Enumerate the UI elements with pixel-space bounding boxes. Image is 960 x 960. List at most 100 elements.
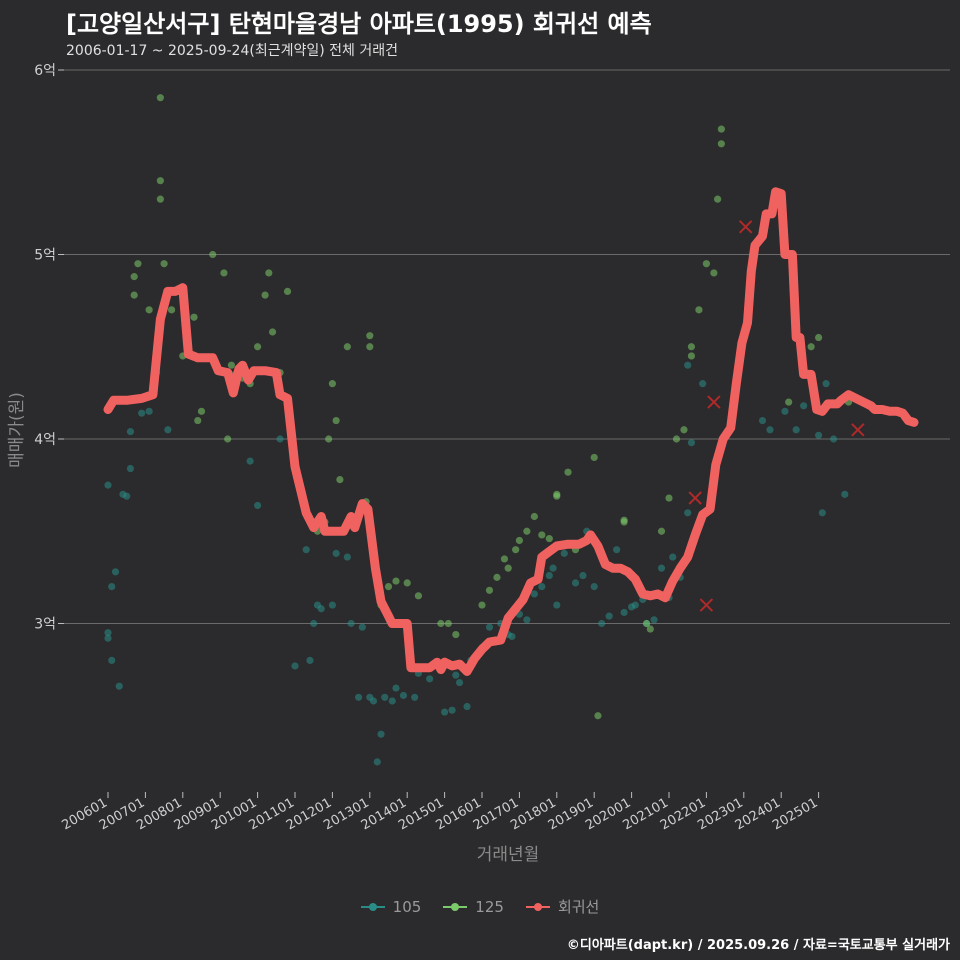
- legend-label-105: 105: [392, 897, 422, 916]
- scatter-point-105: [485, 623, 494, 631]
- scatter-point-125: [130, 291, 138, 299]
- scatter-point-105: [302, 546, 310, 554]
- legend-item-125: 125: [443, 896, 504, 917]
- scatter-point-105: [115, 682, 123, 690]
- scatter-point-105: [108, 583, 116, 591]
- scatter-point-105: [841, 490, 849, 498]
- scatter-point-105: [530, 590, 538, 598]
- scatter-point-105: [538, 583, 546, 591]
- regression-marker: [738, 220, 753, 234]
- scatter-point-125: [815, 333, 823, 342]
- source-credit: ©디아파트(dapt.kr) / 2025.09.26 / 자료=국토교통부 실…: [566, 938, 950, 953]
- scatter-point-125: [392, 577, 400, 585]
- y-tick-label: 3억: [34, 617, 56, 633]
- scatter-point-125: [167, 306, 176, 314]
- chart-subtitle: 2006-01-17 ~ 2025-09-24(최근계약일) 전체 거래건: [66, 43, 398, 59]
- regression-marker: [707, 395, 721, 409]
- scatter-point-125: [261, 291, 269, 299]
- scatter-point-105: [553, 601, 561, 609]
- scatter-point-105: [631, 601, 639, 609]
- scatter-point-125: [452, 630, 460, 639]
- chart-title: [고양일산서구] 탄현마을경남 아파트(1995) 회귀선 예측: [66, 10, 652, 38]
- scatter-point-125: [227, 361, 236, 369]
- scatter-point-105: [369, 697, 378, 705]
- scatter-point-105: [792, 426, 800, 434]
- scatter-point-125: [156, 94, 164, 102]
- scatter-point-105: [291, 662, 299, 670]
- scatter-point-125: [224, 435, 232, 443]
- scatter-point-125: [145, 306, 153, 314]
- marker-stroke: [699, 598, 714, 612]
- scatter-point-125: [444, 619, 452, 628]
- scatter-point-125: [254, 343, 262, 351]
- scatter-point-125: [265, 269, 273, 277]
- scatter-point-125: [134, 260, 142, 268]
- scatter-point-125: [672, 435, 681, 443]
- marker-stroke: [851, 423, 865, 437]
- regression-marker: [851, 423, 865, 437]
- regression-markers: [688, 220, 865, 612]
- legend: 105 125 회귀선: [0, 896, 960, 917]
- scatter-point-105: [347, 619, 355, 628]
- scatter-point-125: [403, 579, 411, 587]
- scatter-point-125: [553, 490, 561, 498]
- scatter-point-125: [366, 332, 374, 340]
- scatter-point-105: [590, 583, 598, 591]
- scatter-point-125: [717, 125, 725, 133]
- scatter-point-105: [669, 553, 677, 561]
- scatter-point-105: [343, 553, 351, 561]
- legend-label-125: 125: [475, 897, 504, 916]
- scatter-point-105: [452, 671, 460, 679]
- scatter-point-105: [108, 656, 116, 665]
- scatter-point-125: [190, 313, 198, 321]
- x-axis-title: 거래년월: [477, 845, 540, 865]
- scatter-point-105: [598, 619, 606, 628]
- scatter-point-105: [545, 571, 553, 580]
- scatter-point-125: [332, 416, 340, 425]
- scatter-point-125: [414, 592, 423, 600]
- scatter-point-105: [815, 431, 823, 439]
- scatter-point-105: [508, 632, 516, 641]
- scatter-point-125: [493, 573, 501, 581]
- scatter-point-105: [781, 407, 789, 415]
- scatter-point-125: [366, 343, 374, 351]
- regression-marker: [699, 598, 714, 612]
- scatter-point-105: [381, 693, 389, 701]
- scatter-point-105: [523, 616, 531, 624]
- scatter-point-105: [317, 605, 325, 613]
- scatter-point-105: [579, 571, 587, 580]
- scatter-point-105: [620, 608, 628, 617]
- scatter-point-105: [455, 678, 464, 687]
- scatter-point-105: [373, 758, 381, 766]
- scatter-point-125: [437, 619, 445, 628]
- y-axis-ticks: 3억 4억 5억 6억: [34, 63, 56, 633]
- scatter-point-105: [657, 564, 666, 572]
- scatter-point-105: [145, 407, 153, 415]
- scatter-point-125: [687, 343, 696, 351]
- scatter-point-105: [123, 492, 131, 500]
- scatter-point-125: [504, 564, 512, 572]
- scatter-point-105: [766, 426, 774, 434]
- scatter-point-105: [448, 706, 456, 714]
- scatter-point-125: [209, 250, 217, 259]
- scatter-points: [104, 94, 853, 766]
- scatter-point-125: [478, 601, 486, 609]
- legend-key-105: [360, 899, 385, 915]
- scatter-point-105: [822, 380, 830, 388]
- scatter-point-125: [702, 260, 711, 268]
- scatter-point-105: [684, 361, 692, 369]
- scatter-point-105: [332, 549, 340, 557]
- scatter-point-105: [399, 691, 408, 700]
- scatter-point-125: [156, 177, 164, 185]
- scatter-point-105: [358, 623, 366, 631]
- scatter-point-105: [276, 435, 284, 443]
- scatter-point-105: [560, 549, 568, 557]
- scatter-point-125: [665, 494, 673, 502]
- scatter-point-125: [564, 468, 572, 476]
- scatter-point-125: [515, 536, 524, 545]
- y-axis-title: 매매가(원): [7, 392, 27, 468]
- scatter-point-125: [642, 619, 651, 628]
- scatter-point-125: [717, 140, 725, 148]
- scatter-point-105: [684, 509, 692, 517]
- scatter-point-105: [613, 546, 621, 554]
